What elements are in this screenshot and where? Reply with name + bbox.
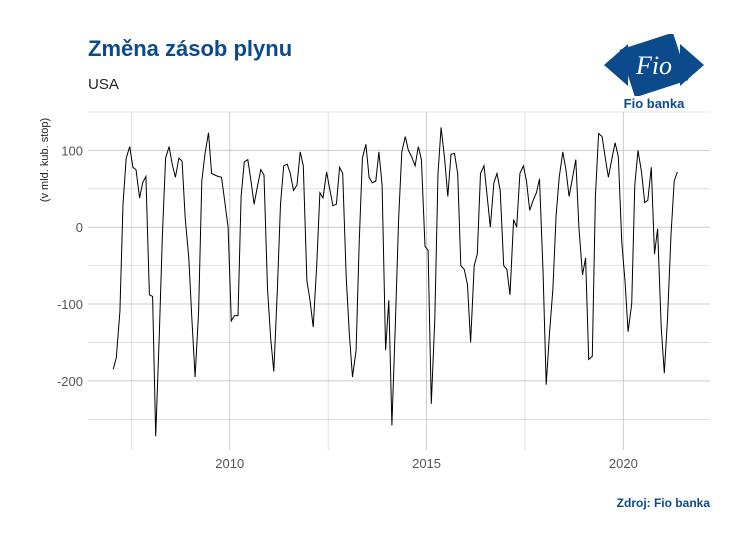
y-axis-ticks: 100 0 -100 -200 [57,143,83,388]
grid-lines [88,111,710,450]
fio-logo: Fio Fio banka [598,32,710,114]
y-tick-label: -100 [57,297,83,312]
y-tick-label: -200 [57,374,83,389]
y-axis-label: (v mld. kub. stop) [39,118,51,202]
chart-title: Změna zásob plynu [88,36,293,61]
logo-caption: Fio banka [623,96,685,111]
x-tick-label: 2020 [609,456,638,471]
fio-logo-icon: Fio [604,32,704,98]
x-axis-ticks: 2010 2015 2020 [215,456,638,471]
y-tick-label: 100 [61,143,83,158]
chart-subtitle: USA [88,76,119,93]
series-line [112,127,678,437]
logo-mark-text: Fio [635,51,672,80]
x-tick-label: 2015 [412,456,441,471]
y-tick-label: 0 [76,220,83,235]
source-note: Zdroj: Fio banka [616,496,710,510]
x-tick-label: 2010 [215,456,244,471]
